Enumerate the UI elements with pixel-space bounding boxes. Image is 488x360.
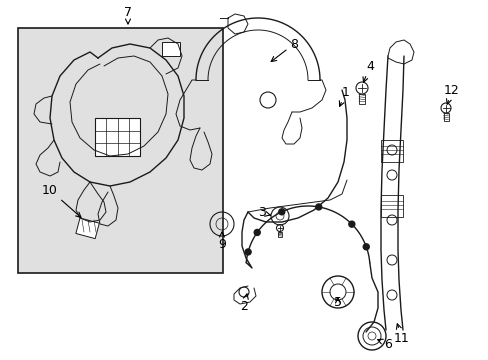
- Circle shape: [278, 209, 284, 215]
- Bar: [76, 218, 99, 239]
- Bar: [358, 94, 364, 104]
- Bar: [278, 231, 281, 237]
- Text: 7: 7: [124, 5, 132, 24]
- Circle shape: [315, 204, 321, 210]
- Bar: [380, 140, 402, 162]
- Bar: [443, 113, 447, 121]
- Circle shape: [244, 249, 251, 255]
- Circle shape: [348, 221, 354, 227]
- Bar: [162, 42, 180, 56]
- Circle shape: [254, 229, 260, 235]
- Text: 8: 8: [271, 37, 297, 62]
- Text: 2: 2: [240, 294, 248, 312]
- Circle shape: [363, 244, 368, 250]
- Bar: [95, 118, 140, 156]
- Text: 3: 3: [258, 207, 270, 220]
- Text: 9: 9: [218, 232, 225, 251]
- Text: 1: 1: [339, 85, 349, 106]
- Bar: [380, 195, 402, 217]
- Text: 10: 10: [42, 184, 81, 217]
- Text: 5: 5: [333, 296, 341, 309]
- Text: 6: 6: [377, 338, 391, 351]
- Text: 11: 11: [393, 324, 409, 345]
- Text: 12: 12: [443, 84, 459, 104]
- Text: 4: 4: [362, 59, 373, 82]
- Bar: [18, 28, 223, 273]
